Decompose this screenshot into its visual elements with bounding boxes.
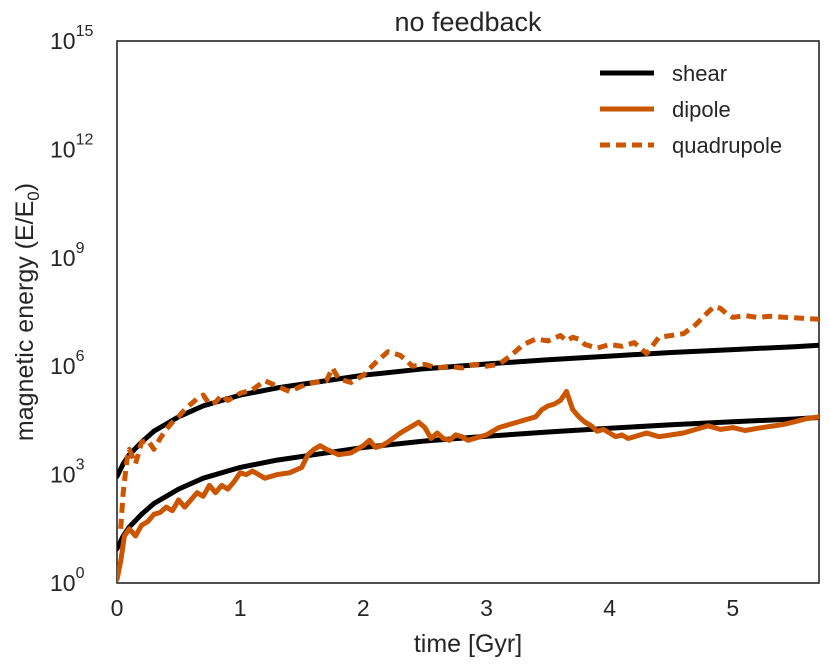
- x-axis-ticks: 0 1 2 3 4 5: [111, 595, 740, 621]
- y-tick-base: 10: [50, 245, 76, 271]
- y-tick-base: 10: [50, 462, 76, 488]
- x-axis-label: time [Gyr]: [414, 630, 522, 658]
- y-tick-base: 10: [50, 28, 76, 54]
- y-tick-exp: 6: [76, 348, 85, 365]
- chart-title: no feedback: [394, 7, 542, 37]
- x-tick-label-2: 2: [357, 595, 370, 621]
- legend-label-shear: shear: [672, 61, 727, 86]
- y-tick-label-3: 103: [50, 457, 85, 488]
- y-tick-base: 10: [50, 353, 76, 379]
- x-tick-label-1: 1: [234, 595, 247, 621]
- y-tick-base: 10: [50, 570, 76, 596]
- y-tick-label-12: 1012: [50, 131, 93, 162]
- y-tick-label-6: 106: [50, 348, 85, 379]
- y-tick-exp: 0: [76, 565, 85, 582]
- series-line-dipole: [117, 389, 819, 582]
- legend-label-quadrupole: quadrupole: [672, 133, 782, 158]
- y-tick-label-0: 100: [50, 565, 85, 596]
- plot-area: [116, 40, 820, 584]
- x-tick-label-4: 4: [603, 595, 616, 621]
- y-tick-exp: 15: [76, 23, 94, 40]
- y-tick-base: 10: [50, 136, 76, 162]
- y-tick-exp: 3: [76, 457, 85, 474]
- y-axis-label-sub: 0: [24, 191, 43, 200]
- y-axis-label-end: ): [11, 183, 39, 191]
- x-tick-label-5: 5: [726, 595, 739, 621]
- series-line-quadrupole: [118, 304, 819, 529]
- legend-label-dipole: dipole: [672, 97, 731, 122]
- y-axis-label: magnetic energy (E/E0): [11, 183, 43, 441]
- y-tick-exp: 12: [76, 131, 94, 148]
- x-tick-label-3: 3: [480, 595, 493, 621]
- y-tick-label-9: 109: [50, 240, 85, 271]
- y-axis-label-main: magnetic energy (E/E: [11, 201, 39, 441]
- series-layer: [117, 304, 819, 582]
- legend: shear dipole quadrupole: [600, 61, 782, 158]
- x-tick-label-0: 0: [111, 595, 124, 621]
- series-line-shear-lower: [117, 415, 819, 552]
- y-tick-exp: 9: [76, 240, 85, 257]
- y-tick-label-15: 1015: [50, 23, 93, 54]
